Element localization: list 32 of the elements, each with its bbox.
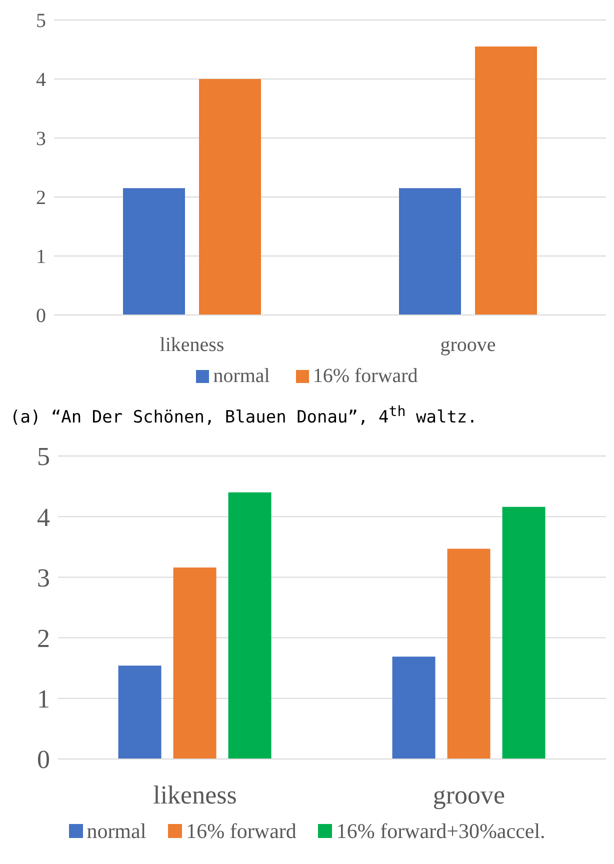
x-tick-label: groove [432, 780, 506, 810]
legend-label: normal [212, 365, 270, 388]
bar [228, 492, 272, 759]
y-tick-label: 3 [36, 128, 46, 150]
y-tick-label: 5 [37, 442, 50, 471]
bar [502, 506, 546, 759]
y-tick-label: 0 [37, 744, 50, 774]
bar [447, 548, 490, 759]
y-tick-label: 3 [37, 563, 50, 592]
x-tick-label: likeness [160, 334, 224, 356]
y-tick-label: 2 [37, 624, 50, 653]
legend-label: normal [86, 818, 146, 844]
legend-label: 16% forward [185, 818, 296, 844]
y-tick-label: 4 [36, 69, 46, 92]
y-tick-label: 1 [37, 684, 50, 714]
x-tick-label: likeness [153, 780, 237, 810]
y-tick-label: 1 [36, 246, 46, 268]
bar [118, 665, 162, 759]
bar [199, 79, 261, 315]
bar [123, 188, 185, 315]
text: (a) “An Der Schönen, Blauen Donau”, 4$^{th}$ waltz. [10, 404, 478, 428]
y-tick-label: 0 [36, 305, 46, 328]
legend-label: 16% forward [312, 365, 418, 388]
x-tick-label: groove [440, 334, 496, 356]
bar [399, 188, 461, 315]
bar [173, 567, 216, 759]
bar [475, 46, 537, 315]
bar [392, 656, 436, 759]
legend-label: 16% forward+30%accel. [335, 818, 546, 844]
y-tick-label: 5 [36, 10, 46, 32]
y-tick-label: 4 [37, 502, 50, 532]
y-tick-label: 2 [36, 187, 46, 210]
